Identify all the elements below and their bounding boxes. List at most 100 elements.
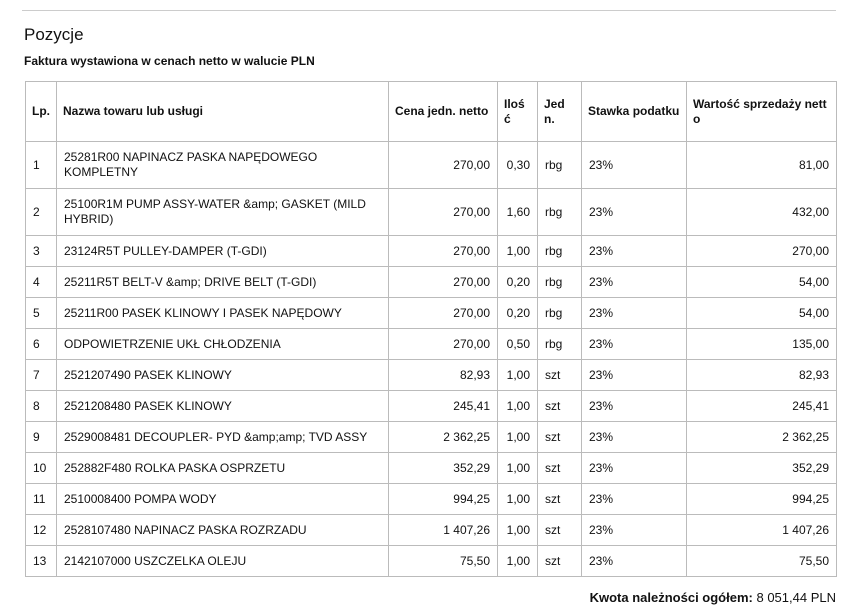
column-header: Nazwa towaru lub usługi xyxy=(56,81,389,142)
table-cell: ODPOWIETRZENIE UKŁ CHŁODZENIA xyxy=(56,328,389,360)
total: Kwota należności ogółem: 8 051,44 PLN xyxy=(590,590,836,605)
table-cell: 1,00 xyxy=(497,359,538,391)
column-header: Wartość sprzedaży netto xyxy=(686,81,837,142)
table-cell: 23% xyxy=(581,359,687,391)
table-cell: 23% xyxy=(581,514,687,546)
table-cell: 23% xyxy=(581,421,687,453)
table-row: 6 ODPOWIETRZENIE UKŁ CHŁODZENIA 270,00 0,50… xyxy=(25,328,837,360)
table-row: 8 2521208480 PASEK KLINOWY 245,41 1,00 szt 23… xyxy=(25,390,837,422)
table-cell: 270,00 xyxy=(388,297,498,329)
table-cell: 352,29 xyxy=(388,452,498,484)
table-cell: 2528107480 NAPINACZ PASKA ROZRZADU xyxy=(56,514,389,546)
table-cell: 3 xyxy=(25,235,57,267)
table-cell: 1,00 xyxy=(497,545,538,577)
table-cell: 2142107000 USZCZELKA OLEJU xyxy=(56,545,389,577)
table-cell: szt xyxy=(537,514,582,546)
table-cell: 1 xyxy=(25,141,57,189)
table-cell: 1,00 xyxy=(497,514,538,546)
table-cell: 2510008400 POMPA WODY xyxy=(56,483,389,515)
table-cell: 2521207490 PASEK KLINOWY xyxy=(56,359,389,391)
table-cell: 252882F480 ROLKA PASKA OSPRZETU xyxy=(56,452,389,484)
table-cell: 11 xyxy=(25,483,57,515)
table-cell: 2 362,25 xyxy=(388,421,498,453)
table-row: 10 252882F480 ROLKA PASKA OSPRZETU 352,29 1… xyxy=(25,452,837,484)
table-row: 2 25100R1M PUMP ASSY-WATER &amp; GASKET (… xyxy=(25,188,837,236)
table-cell: 25211R00 PASEK KLINOWY I PASEK NAPĘDOWY xyxy=(56,297,389,329)
table-cell: 1,00 xyxy=(497,452,538,484)
table-cell: 0,20 xyxy=(497,297,538,329)
table-cell: 23% xyxy=(581,328,687,360)
items-table: Lp. Nazwa towaru lub usługi Cena jedn. net… xyxy=(25,81,837,577)
table-row: 7 2521207490 PASEK KLINOWY 82,93 1,00 szt 23%… xyxy=(25,359,837,391)
table-cell: szt xyxy=(537,452,582,484)
header-row: Lp. Nazwa towaru lub usługi Cena jedn. net… xyxy=(25,81,837,142)
table-cell: 82,93 xyxy=(388,359,498,391)
subtitle: Faktura wystawiona w cenach netto w walu… xyxy=(24,54,315,68)
table-cell: 25100R1M PUMP ASSY-WATER &amp; GASKET (M… xyxy=(56,188,389,236)
total-label: Kwota należności ogółem: xyxy=(589,590,753,605)
table-cell: 994,25 xyxy=(686,483,837,515)
table-cell: szt xyxy=(537,390,582,422)
table-cell: szt xyxy=(537,483,582,515)
table-cell: 25211R5T BELT-V &amp; DRIVE BELT (T-GDI) xyxy=(56,266,389,298)
table-cell: 432,00 xyxy=(686,188,837,236)
table-cell: rbg xyxy=(537,188,582,236)
table-cell: 5 xyxy=(25,297,57,329)
table-cell: 10 xyxy=(25,452,57,484)
table-cell: 23% xyxy=(581,266,687,298)
table-cell: 25281R00 NAPINACZ PASKA NAPĘDOWEGO KOMPL… xyxy=(56,141,389,189)
table-cell: 23% xyxy=(581,188,687,236)
table-cell: 2521208480 PASEK KLINOWY xyxy=(56,390,389,422)
table-cell: 23% xyxy=(581,390,687,422)
table-row: 11 2510008400 POMPA WODY 994,25 1,00 szt 23% 9… xyxy=(25,483,837,515)
table-cell: 23% xyxy=(581,235,687,267)
table-cell: 9 xyxy=(25,421,57,453)
table-row: 13 2142107000 USZCZELKA OLEJU 75,50 1,00 szt… xyxy=(25,545,837,577)
table-cell: 245,41 xyxy=(686,390,837,422)
table-cell: 1,00 xyxy=(497,421,538,453)
table-cell: 12 xyxy=(25,514,57,546)
column-header: Jedn. xyxy=(537,81,582,142)
total-value: 8 051,44 PLN xyxy=(756,590,836,605)
table-cell: 23% xyxy=(581,545,687,577)
divider xyxy=(22,10,836,11)
table-cell: 270,00 xyxy=(388,188,498,236)
table-cell: 270,00 xyxy=(388,266,498,298)
table-row: 4 25211R5T BELT-V &amp; DRIVE BELT (T-GDI… xyxy=(25,266,837,298)
table-cell: 2 xyxy=(25,188,57,236)
table-cell: 23124R5T PULLEY-DAMPER (T-GDI) xyxy=(56,235,389,267)
table-cell: 7 xyxy=(25,359,57,391)
table-cell: rbg xyxy=(537,235,582,267)
column-header: Cena jedn. netto xyxy=(388,81,498,142)
table-cell: szt xyxy=(537,359,582,391)
table-cell: 4 xyxy=(25,266,57,298)
section-title: Pozycje xyxy=(24,25,84,44)
table-cell: 23% xyxy=(581,141,687,189)
table-cell: 2529008481 DECOUPLER- PYD &amp;amp; TVD … xyxy=(56,421,389,453)
table-row: 3 23124R5T PULLEY-DAMPER (T-GDI) 270,00 1,0… xyxy=(25,235,837,267)
table-cell: 82,93 xyxy=(686,359,837,391)
table-cell: rbg xyxy=(537,141,582,189)
table-cell: 1,00 xyxy=(497,483,538,515)
column-header: Lp. xyxy=(25,81,57,142)
table-cell: 23% xyxy=(581,483,687,515)
table-cell: 270,00 xyxy=(388,235,498,267)
table-cell: 245,41 xyxy=(388,390,498,422)
table-cell: 0,50 xyxy=(497,328,538,360)
table-cell: 270,00 xyxy=(686,235,837,267)
table-cell: 1,00 xyxy=(497,235,538,267)
table-cell: szt xyxy=(537,421,582,453)
table-row: 5 25211R00 PASEK KLINOWY I PASEK NAPĘDOWY… xyxy=(25,297,837,329)
table-cell: rbg xyxy=(537,328,582,360)
table-cell: 1 407,26 xyxy=(388,514,498,546)
table-cell: 13 xyxy=(25,545,57,577)
table-row: 1 25281R00 NAPINACZ PASKA NAPĘDOWEGO KOMP… xyxy=(25,141,837,189)
table-cell: 75,50 xyxy=(388,545,498,577)
table-cell: 81,00 xyxy=(686,141,837,189)
table-row: 9 2529008481 DECOUPLER- PYD &amp;amp; TVD… xyxy=(25,421,837,453)
table-cell: 23% xyxy=(581,452,687,484)
column-header: Stawka podatku xyxy=(581,81,687,142)
table-cell: 0,30 xyxy=(497,141,538,189)
